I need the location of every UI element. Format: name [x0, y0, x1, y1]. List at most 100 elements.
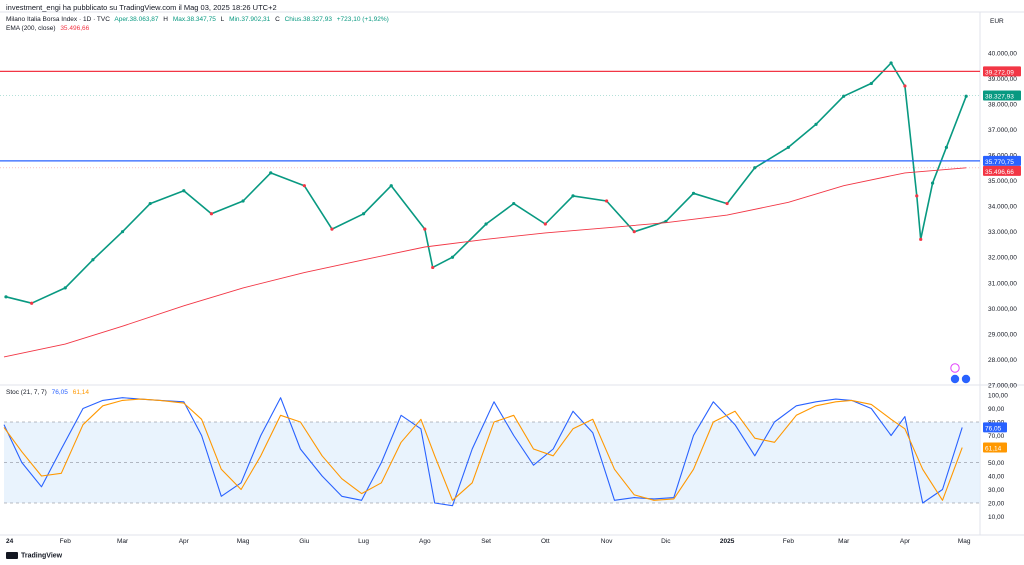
price-point [964, 94, 968, 98]
price-point [512, 201, 516, 206]
price-label-badge [983, 165, 1021, 176]
price-point [753, 166, 757, 170]
price-label-badge [983, 66, 1021, 77]
price-tick-label: 37.000,00 [988, 127, 1017, 134]
x-tick-label: Apr [900, 538, 911, 545]
price-point [919, 237, 923, 241]
stoc-k-value: 76,05 [51, 389, 68, 396]
stoc-tick-label: 10,00 [988, 514, 1005, 521]
stoc-label-text: 76,05 [985, 425, 1002, 432]
price-point [91, 258, 95, 262]
price-tick-label: 35.000,00 [988, 178, 1017, 185]
symbol-title: Milano Italia Borsa Index · 1D · TVC [6, 16, 110, 23]
x-tick-label: Lug [358, 538, 369, 545]
price-point [543, 222, 547, 226]
price-tick-label: 39.000,00 [988, 76, 1017, 83]
price-point [786, 145, 790, 149]
stoc-d-value: 61,14 [72, 389, 90, 396]
price-point [944, 145, 949, 149]
tradingview-logo-icon [6, 552, 18, 559]
stoc-tick-label: 90,00 [988, 406, 1005, 413]
price-point [930, 181, 935, 185]
open-value: Aper.38.063,87 [114, 16, 159, 23]
price-tick-label: 31.000,00 [988, 280, 1017, 287]
x-tick-label: Feb [60, 538, 72, 545]
stoc-series-d [3, 398, 963, 501]
price-point [450, 255, 455, 259]
price-point [889, 61, 893, 65]
price-tick-label: 34.000,00 [988, 204, 1017, 211]
price-tick-label: 27.000,00 [988, 383, 1017, 390]
low-label: L [220, 16, 225, 23]
stoc-tick-label: 50,00 [988, 460, 1005, 467]
symbol-legend: Milano Italia Borsa Index · 1D · TVC Ape… [6, 16, 392, 23]
x-tick-label: Giu [299, 538, 310, 545]
event-marker-icon [950, 363, 960, 373]
price-point [869, 81, 873, 86]
price-point [484, 222, 488, 226]
price-point [842, 94, 846, 98]
x-tick-label: Ago [419, 538, 431, 545]
stoc-label-text: 61,14 [985, 445, 1002, 452]
price-tick-label: 38.000,00 [988, 101, 1017, 108]
stoc-tick-label: 70,00 [988, 433, 1005, 440]
price-point [330, 227, 334, 231]
x-tick-label: Apr [179, 538, 190, 545]
ema-legend: EMA (200, close) 35.496,66 [6, 25, 92, 32]
stoc-layer [3, 397, 980, 507]
event-marker-icon [950, 374, 960, 384]
price-point [148, 201, 152, 206]
x-tick-label: 24 [6, 538, 14, 545]
stoc-tick-label: 30,00 [988, 487, 1005, 494]
x-tick-label: Mag [237, 538, 250, 545]
x-tick-label: Feb [783, 538, 795, 545]
price-label-text: 35.770,75 [985, 159, 1014, 166]
axis-layer: EUR 27.000,00 28.000,00 29.000,00 30.000,00 3… [6, 18, 1021, 545]
x-tick-label: Mag [958, 538, 971, 545]
price-point [63, 286, 67, 290]
event-marker-icon [961, 374, 971, 384]
stoc-label: Stoc (21, 7, 7) [6, 389, 47, 396]
price-tick-label: 30.000,00 [988, 306, 1017, 313]
price-tick-label: 32.000,00 [988, 255, 1017, 262]
price-point [691, 191, 696, 195]
price-point [632, 230, 636, 234]
high-value: Max.38.347,75 [172, 16, 216, 23]
price-close-series [5, 62, 967, 304]
price-label-badge [983, 155, 1021, 166]
high-label: H [163, 16, 168, 23]
stoc-label-badge [983, 442, 1007, 453]
stoc-tick-label: 100,00 [988, 393, 1008, 400]
price-point [431, 265, 435, 270]
ema-value: 35.496,66 [60, 25, 90, 32]
price-point [389, 184, 393, 188]
x-tick-label: Mar [838, 538, 850, 545]
price-point [725, 201, 729, 206]
brand-text: TradingView [21, 552, 63, 560]
price-point [903, 84, 907, 88]
x-tick-label: Nov [601, 538, 613, 545]
currency-label: EUR [990, 18, 1004, 25]
price-label-text: 38.327,93 [985, 94, 1014, 101]
low-value: Min.37.902,31 [229, 16, 271, 23]
price-tick-label: 40.000,00 [988, 50, 1017, 57]
price-point [30, 301, 34, 305]
price-tick-label: 28.000,00 [988, 357, 1017, 364]
price-point [915, 194, 919, 198]
price-point [120, 230, 125, 234]
close-label: C [275, 16, 280, 23]
price-point [209, 212, 214, 216]
price-point [604, 199, 609, 203]
price-point [423, 227, 427, 231]
price-point [4, 295, 8, 299]
price-label-text: 35.496,66 [985, 169, 1014, 176]
price-tick-label: 29.000,00 [988, 331, 1017, 338]
price-label-text: 39.272,09 [985, 69, 1014, 76]
ema-label: EMA (200, close) [6, 25, 56, 32]
stoc-tick-label: 40,00 [988, 474, 1005, 481]
tradingview-logo[interactable]: TradingView [6, 552, 62, 559]
stoc-label-badge [983, 422, 1007, 433]
x-tick-label: Dic [661, 538, 671, 545]
price-label-badge [983, 90, 1021, 101]
